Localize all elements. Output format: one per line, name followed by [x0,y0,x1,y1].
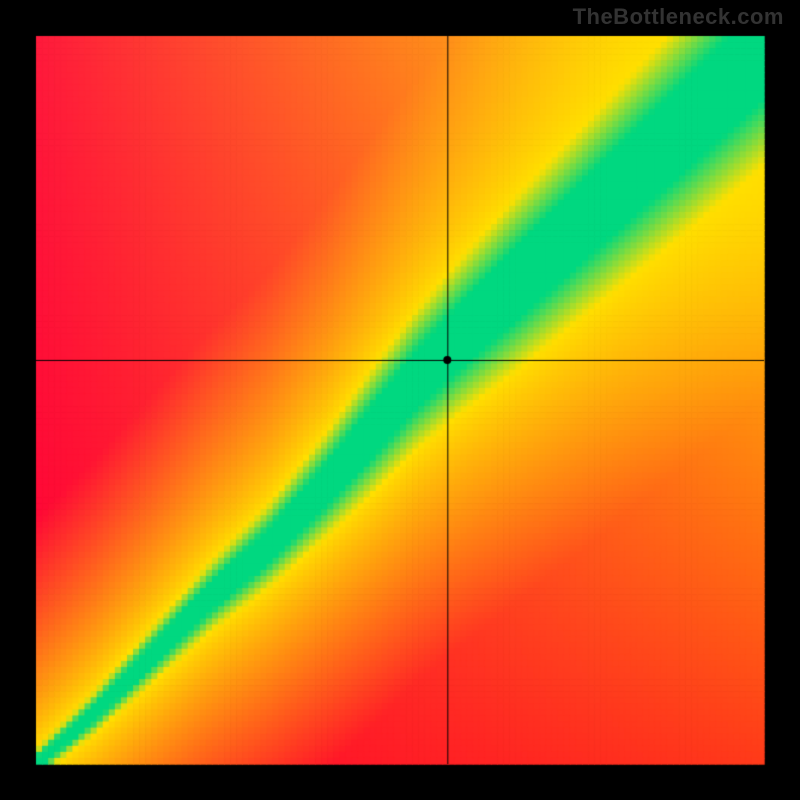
chart-container: TheBottleneck.com [0,0,800,800]
bottleneck-heatmap [0,0,800,800]
watermark-text: TheBottleneck.com [573,4,784,30]
